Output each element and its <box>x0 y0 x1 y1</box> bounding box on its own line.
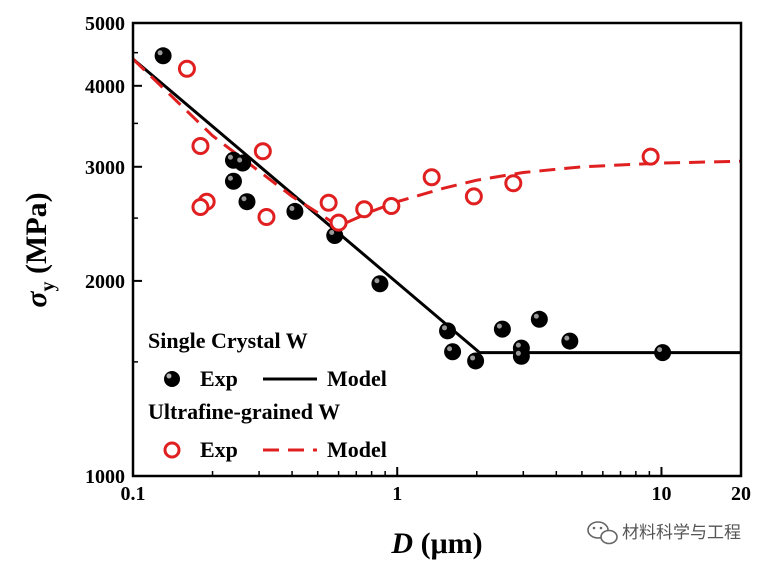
point-highlight <box>564 335 570 341</box>
plot-background <box>133 23 741 476</box>
ultrafine-exp-point <box>641 147 660 166</box>
single-crystal-exp-point <box>238 193 256 211</box>
y-tick-label: 4000 <box>85 76 125 98</box>
point-highlight <box>470 355 476 361</box>
ultrafine-exp-point <box>504 174 523 193</box>
point-highlight <box>515 350 521 356</box>
point-highlight <box>533 313 539 319</box>
y-axis-unit: (MPa) <box>20 192 53 281</box>
point-highlight <box>442 325 448 331</box>
y-tick-label: 2000 <box>85 271 125 293</box>
single-crystal-exp-point <box>467 352 485 370</box>
ultrafine-exp-point <box>464 187 483 206</box>
x-tick-label: 10 <box>651 483 671 505</box>
point-highlight <box>657 347 663 353</box>
point-highlight <box>227 154 233 160</box>
x-tick-label: 0.1 <box>121 483 146 505</box>
legend-title-ultrafine: Ultrafine-grained W <box>148 399 340 424</box>
ticks-layer: 0.1 1 10 20 1000 2000 3000 4000 5000 <box>85 13 751 505</box>
point-highlight <box>515 342 521 348</box>
points-layer <box>154 47 672 370</box>
point-highlight <box>157 50 163 56</box>
y-tick-label: 5000 <box>85 13 125 35</box>
single-crystal-exp-point <box>493 320 511 338</box>
legend-label-ultrafine-model: Model <box>327 437 387 462</box>
single-crystal-exp-point <box>439 322 457 340</box>
ultrafine-model-line <box>131 57 742 228</box>
single-crystal-exp-point <box>444 343 462 361</box>
y-axis-symbol: σ <box>20 291 53 308</box>
x-axis-unit: (μm) <box>413 527 482 560</box>
y-axis-label: σy (MPa) <box>20 192 59 307</box>
x-axis-symbol: D <box>390 527 413 560</box>
ultrafine-exp-point <box>253 142 272 161</box>
single-crystal-exp-point <box>286 202 304 220</box>
point-highlight <box>374 278 380 284</box>
single-crystal-exp-point <box>512 347 530 365</box>
model-layer <box>131 57 742 355</box>
single-crystal-exp-point <box>654 344 672 362</box>
ultrafine-exp-point <box>382 196 401 215</box>
legend-marker-ultrafine-exp <box>163 441 181 459</box>
legend-title-single-crystal: Single Crystal W <box>148 328 308 353</box>
single-crystal-exp-point <box>530 310 548 328</box>
x-tick-label: 20 <box>731 483 751 505</box>
legend: Single Crystal W Exp Model Ultrafine-gra… <box>148 328 387 462</box>
ultrafine-exp-point <box>329 213 348 232</box>
ultrafine-exp-point <box>257 207 276 226</box>
ultrafine-exp-point <box>191 198 210 217</box>
ultrafine-exp-point <box>191 136 210 155</box>
ultrafine-exp-point <box>422 168 441 187</box>
y-tick-label: 1000 <box>85 466 125 488</box>
y-axis-subscript: y <box>37 281 59 291</box>
ultrafine-exp-point <box>177 59 196 78</box>
x-tick-label: 1 <box>392 483 402 505</box>
single-crystal-exp-point <box>154 47 172 65</box>
single-crystal-model-line <box>132 57 741 355</box>
point-highlight <box>496 323 502 329</box>
point-highlight <box>447 346 453 352</box>
legend-label-single-crystal-model: Model <box>327 366 387 391</box>
legend-marker-single-crystal-exp <box>164 371 180 387</box>
ultrafine-exp-point <box>355 200 374 219</box>
single-crystal-exp-point <box>371 275 389 293</box>
point-highlight <box>289 205 295 211</box>
point-highlight <box>237 157 243 163</box>
y-tick-label: 3000 <box>85 157 125 179</box>
legend-label-ultrafine-exp: Exp <box>200 437 238 462</box>
point-highlight <box>241 196 247 202</box>
point-highlight <box>227 175 233 181</box>
point-highlight <box>329 230 335 236</box>
watermark: 材料科学与工程 <box>587 521 741 545</box>
wechat-icon <box>587 521 618 545</box>
single-crystal-exp-point <box>234 154 252 172</box>
watermark-text: 材料科学与工程 <box>622 523 741 543</box>
single-crystal-exp-point <box>224 172 242 190</box>
x-axis-label: D (μm) <box>390 527 482 560</box>
legend-marker-highlight <box>166 373 172 379</box>
ultrafine-exp-point <box>319 193 338 212</box>
legend-label-single-crystal-exp: Exp <box>200 366 238 391</box>
plot-frame <box>131 21 743 478</box>
single-crystal-exp-point <box>561 332 579 350</box>
